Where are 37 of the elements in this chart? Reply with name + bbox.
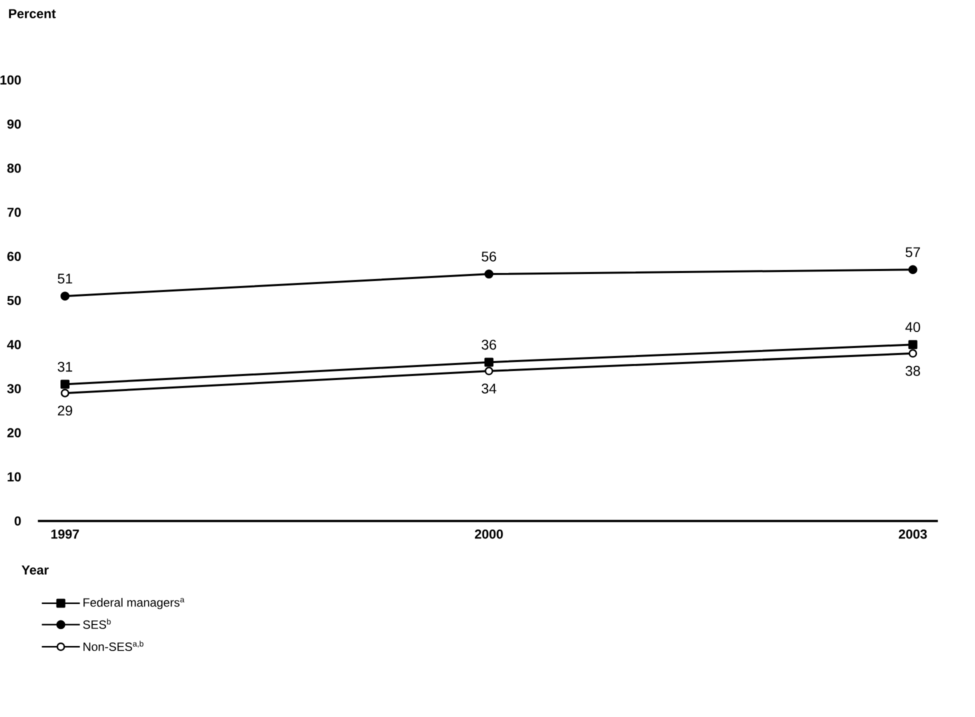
data-label: 40 [905, 322, 920, 332]
legend-label: Non-SES$^{a,b}$ [84, 640, 144, 651]
y-tick-label: 50 [7, 296, 21, 306]
y-tick-label: 20 [7, 428, 21, 438]
y-tick-label: 100 [0, 75, 21, 85]
y-tick-label: 90 [7, 119, 21, 129]
data-label: 56 [482, 252, 496, 262]
x-axis-title: Year [22, 566, 49, 575]
data-label: 31 [58, 362, 72, 372]
point [60, 292, 70, 301]
data-label: 57 [906, 247, 920, 258]
point [60, 388, 70, 398]
y-tick-label: 70 [7, 208, 21, 217]
x-tick-label: 2003 [898, 530, 927, 539]
y-axis-title: Percent [9, 9, 56, 18]
data-label: 36 [482, 340, 496, 350]
y-tick-label: 0 [14, 516, 21, 526]
point [484, 270, 494, 279]
point [908, 340, 918, 350]
data-label: 29 [58, 406, 72, 416]
x-tick-label: 2000 [474, 530, 503, 539]
data-label: 34 [482, 384, 496, 394]
y-tick-label: 10 [8, 472, 21, 482]
legend-label: Federal managers$^{a}$ [84, 598, 184, 610]
point [60, 380, 70, 389]
data-label: 51 [58, 274, 72, 284]
point [908, 349, 918, 358]
data-label: 38 [906, 366, 920, 376]
legend-label: SES$^{b}$ [83, 618, 111, 629]
y-tick-label: 60 [7, 252, 21, 261]
x-tick-label: 1997 [51, 530, 79, 539]
y-tick-label: 80 [7, 164, 21, 173]
point [484, 358, 494, 367]
point [484, 366, 494, 376]
y-tick-label: 30 [7, 384, 21, 394]
point [908, 265, 918, 274]
y-tick-label: 40 [7, 340, 21, 350]
